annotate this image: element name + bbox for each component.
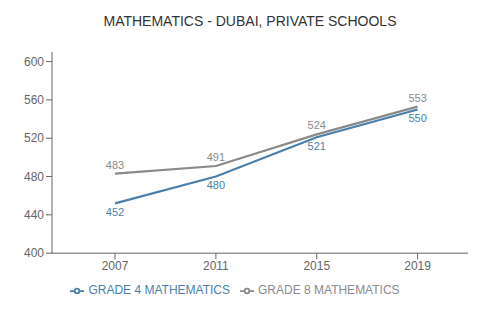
svg-text:550: 550 bbox=[408, 112, 426, 124]
svg-text:600: 600 bbox=[24, 55, 44, 69]
svg-text:491: 491 bbox=[207, 151, 225, 163]
svg-text:553: 553 bbox=[408, 92, 426, 104]
svg-text:2015: 2015 bbox=[303, 259, 330, 273]
svg-text:480: 480 bbox=[207, 179, 225, 191]
svg-text:400: 400 bbox=[24, 246, 44, 260]
svg-text:521: 521 bbox=[308, 140, 326, 152]
svg-text:2011: 2011 bbox=[203, 259, 229, 273]
svg-text:483: 483 bbox=[106, 159, 124, 171]
svg-text:560: 560 bbox=[24, 93, 44, 107]
html-text:GRADE 4 MATHEMATICS: GRADE 4 MATHEMATICS bbox=[88, 283, 230, 298]
svg-text:2019: 2019 bbox=[404, 259, 431, 273]
svg-text:480: 480 bbox=[24, 170, 44, 184]
svg-text:520: 520 bbox=[24, 131, 44, 145]
html-text:GRADE 8 MATHEMATICS: GRADE 8 MATHEMATICS bbox=[258, 283, 400, 298]
svg-text:440: 440 bbox=[24, 208, 44, 222]
svg-text:452: 452 bbox=[106, 206, 124, 218]
html-text:MATHEMATICS - DUBAI, PRIVATE S: MATHEMATICS - DUBAI, PRIVATE SCHOOLS bbox=[103, 13, 397, 29]
svg-text:524: 524 bbox=[308, 119, 326, 131]
svg-text:2007: 2007 bbox=[102, 259, 129, 273]
